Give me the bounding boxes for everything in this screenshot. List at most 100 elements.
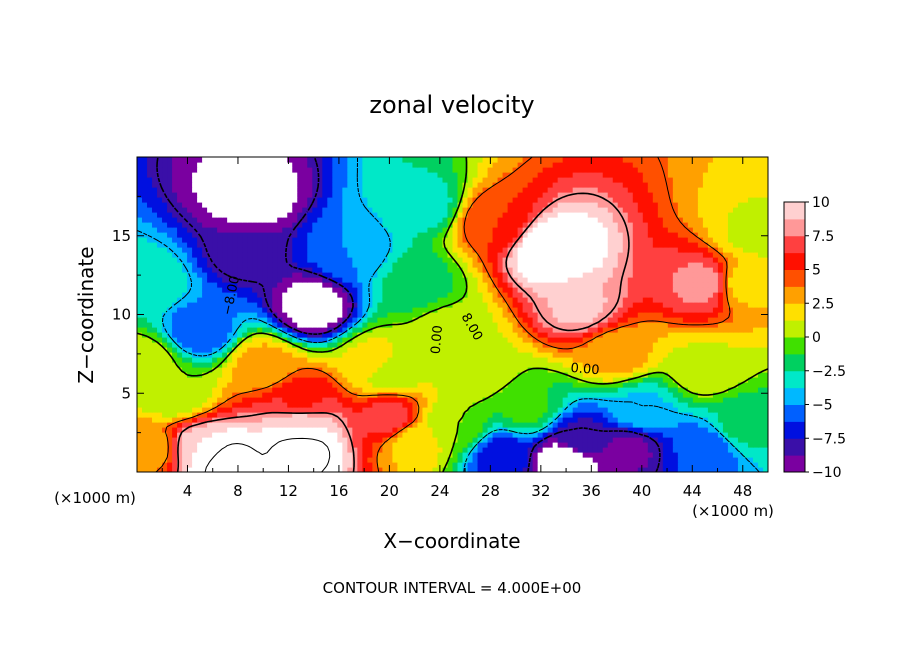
- field-cell: [467, 392, 474, 398]
- field-cell: [477, 457, 484, 463]
- field-cell: [387, 452, 394, 458]
- field-cell: [462, 332, 469, 338]
- field-cell: [652, 352, 659, 358]
- field-cell: [242, 432, 248, 438]
- field-cell: [362, 337, 368, 343]
- field-cell: [332, 352, 338, 358]
- field-cell: [527, 442, 534, 448]
- field-cell: [512, 277, 519, 283]
- field-cell: [347, 382, 353, 388]
- field-cell: [357, 287, 363, 293]
- field-cell: [377, 402, 383, 408]
- field-cell: [172, 432, 178, 438]
- field-cell: [187, 332, 193, 338]
- field-cell: [307, 272, 313, 278]
- field-cell: [627, 437, 634, 443]
- field-cell: [257, 362, 263, 368]
- field-cell: [272, 432, 278, 438]
- field-cell: [367, 462, 373, 468]
- field-cell: [137, 282, 143, 288]
- field-cell: [422, 447, 429, 453]
- field-cell: [662, 462, 669, 468]
- field-cell: [377, 347, 383, 353]
- field-cell: [622, 357, 629, 363]
- field-cell: [367, 372, 373, 378]
- field-cell: [692, 317, 699, 323]
- field-cell: [152, 312, 158, 318]
- field-cell: [247, 272, 253, 278]
- field-cell: [347, 322, 353, 328]
- field-cell: [242, 297, 248, 303]
- field-cell: [342, 402, 348, 408]
- field-cell: [412, 352, 419, 358]
- field-cell: [692, 292, 699, 298]
- field-cell: [397, 452, 404, 458]
- field-cell: [662, 417, 669, 423]
- field-cell: [332, 367, 338, 373]
- field-cell: [737, 432, 744, 438]
- field-cell: [487, 317, 494, 323]
- field-cell: [437, 297, 444, 303]
- field-cell: [502, 417, 509, 423]
- field-cell: [557, 447, 564, 453]
- field-cell: [667, 347, 674, 353]
- field-cell: [212, 447, 218, 453]
- field-cell: [137, 397, 143, 403]
- field-cell: [532, 287, 539, 293]
- field-cell: [522, 352, 529, 358]
- field-cell: [177, 307, 183, 313]
- field-cell: [227, 437, 233, 443]
- field-cell: [742, 422, 749, 428]
- field-cell: [467, 457, 474, 463]
- field-cell: [577, 347, 584, 353]
- field-cell: [497, 467, 504, 472]
- field-cell: [687, 392, 694, 398]
- field-cell: [537, 387, 544, 393]
- field-cell: [202, 347, 208, 353]
- field-cell: [252, 372, 258, 378]
- field-cell: [302, 312, 308, 318]
- field-cell: [572, 382, 579, 388]
- field-cell: [622, 447, 629, 453]
- field-cell: [762, 332, 768, 338]
- field-cell: [607, 412, 614, 418]
- field-cell: [187, 357, 193, 363]
- field-cell: [332, 342, 338, 348]
- field-cell: [507, 427, 514, 433]
- field-cell: [647, 447, 654, 453]
- field-cell: [422, 307, 429, 313]
- field-cell: [657, 372, 664, 378]
- field-cell: [477, 402, 484, 408]
- field-cell: [742, 462, 749, 468]
- field-cell: [532, 297, 539, 303]
- field-cell: [682, 422, 689, 428]
- field-cell: [632, 292, 639, 298]
- field-cell: [717, 367, 724, 373]
- field-cell: [392, 452, 399, 458]
- field-cell: [362, 277, 368, 283]
- field-cell: [722, 462, 729, 468]
- field-cell: [452, 342, 459, 348]
- field-cell: [472, 462, 479, 468]
- field-cell: [607, 457, 614, 463]
- field-cell: [422, 402, 429, 408]
- field-cell: [362, 332, 368, 338]
- field-cell: [452, 322, 459, 328]
- field-cell: [587, 377, 594, 383]
- field-cell: [607, 347, 614, 353]
- field-cell: [582, 352, 589, 358]
- field-cell: [592, 277, 599, 283]
- field-cell: [657, 342, 664, 348]
- field-cell: [397, 467, 404, 472]
- field-cell: [327, 457, 333, 463]
- field-cell: [167, 332, 173, 338]
- field-cell: [612, 452, 619, 458]
- field-cell: [417, 382, 424, 388]
- field-cell: [622, 462, 629, 468]
- field-cell: [607, 302, 614, 308]
- field-cell: [417, 407, 424, 413]
- field-cell: [227, 367, 233, 373]
- field-cell: [137, 302, 143, 308]
- field-cell: [437, 377, 444, 383]
- field-cell: [257, 312, 263, 318]
